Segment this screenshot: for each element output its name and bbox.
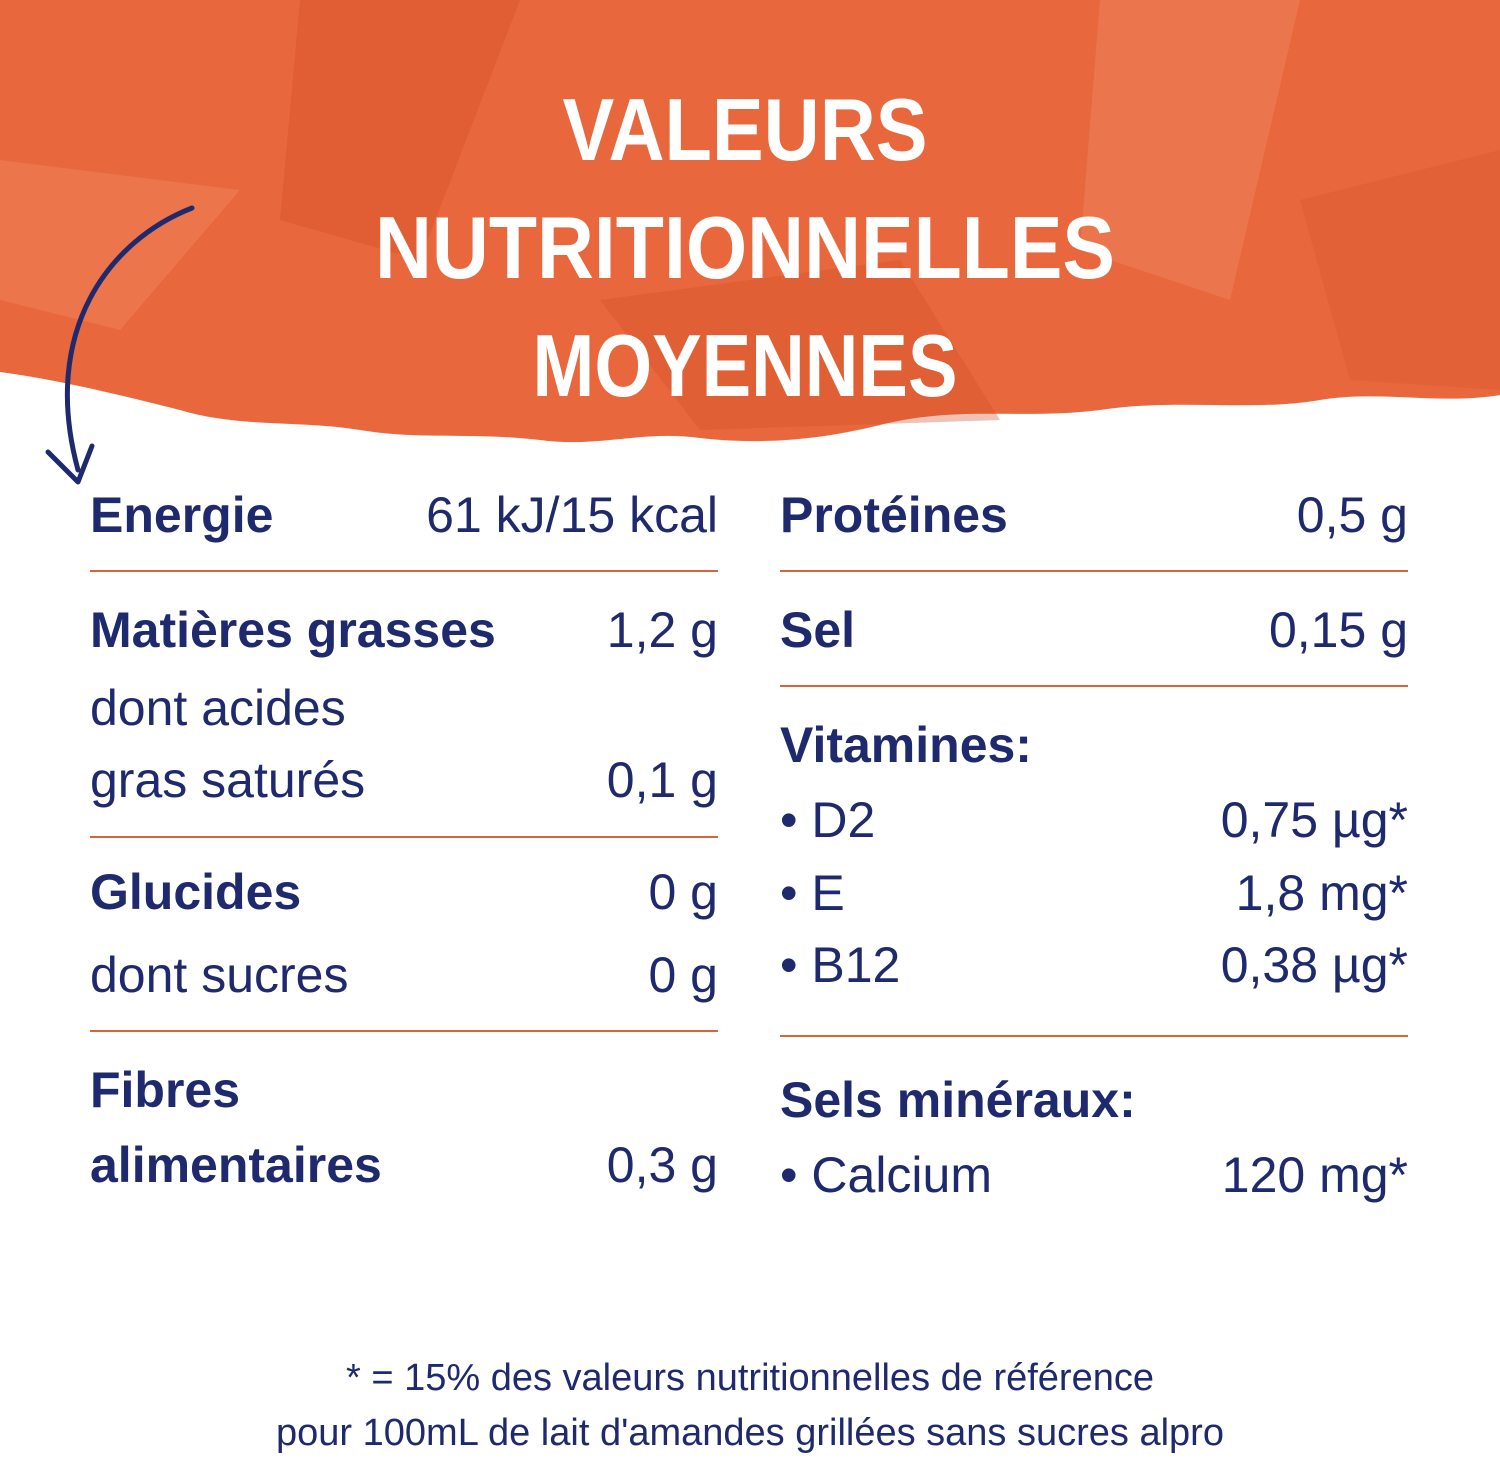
texture — [0, 160, 240, 330]
nutrient-value: 0,15 g — [1268, 602, 1408, 658]
nutrient-value: 1,2 g — [606, 602, 718, 658]
section-heading: Sels minéraux: — [780, 1072, 1136, 1128]
footnote: * = 15% des valeurs nutritionnelles de r… — [346, 1357, 1154, 1399]
nutrient-value: 120 mg* — [1221, 1147, 1408, 1203]
arrow — [64, 205, 195, 473]
title-line: MOYENNES — [533, 316, 958, 415]
title-line: NUTRITIONNELLES — [375, 198, 1115, 297]
nutrient-value: 1,8 mg* — [1235, 865, 1408, 921]
nutrient-value: 0,5 g — [1296, 487, 1408, 543]
nutrient-label: Glucides — [90, 864, 302, 920]
divider — [780, 1035, 1408, 1037]
nutrient-value: 0,75 µg* — [1220, 792, 1408, 848]
nutrient-value: 0 g — [648, 864, 718, 920]
nutrient-label: • D2 — [780, 792, 876, 848]
divider — [780, 685, 1408, 687]
nutrient-value: 0 g — [648, 947, 718, 1003]
title-line: VALEURS — [563, 80, 928, 179]
texture — [600, 260, 1000, 430]
texture — [1080, 0, 1300, 300]
nutrient-label: Matières grasses — [90, 602, 496, 658]
nutrient-value: 0,1 g — [606, 752, 718, 808]
footnote: pour 100mL de lait d'amandes grillées sa… — [276, 1412, 1224, 1454]
nutrient-value: 0,38 µg* — [1220, 937, 1408, 993]
nutrient-label: Energie — [90, 487, 274, 543]
divider — [90, 570, 718, 572]
nutrient-value: 0,3 g — [606, 1137, 718, 1193]
divider — [90, 836, 718, 838]
nutrient-label: dont sucres — [90, 947, 349, 1003]
nutrient-label: Sel — [780, 602, 856, 658]
texture — [280, 0, 520, 260]
nutrient-label: • B12 — [780, 937, 901, 993]
divider — [780, 570, 1408, 572]
nutrient-label: gras saturés — [90, 752, 366, 808]
nutrient-label: dont acides — [90, 680, 346, 736]
section-heading: Vitamines: — [780, 717, 1032, 773]
nutrient-label: • Calcium — [780, 1147, 992, 1203]
nutrient-value: 61 kJ/15 kcal — [426, 487, 718, 543]
nutrient-label: Fibres — [90, 1062, 241, 1118]
nutrient-label: Protéines — [780, 487, 1008, 543]
texture — [1300, 150, 1500, 390]
divider — [90, 1030, 718, 1032]
nutrient-label: alimentaires — [90, 1137, 382, 1193]
brush-shape — [0, 0, 1500, 443]
nutrient-label: • E — [780, 865, 845, 921]
arrow-head — [45, 443, 95, 485]
header-background: VALEURS NUTRITIONNELLES MOYENNES — [0, 0, 1500, 485]
